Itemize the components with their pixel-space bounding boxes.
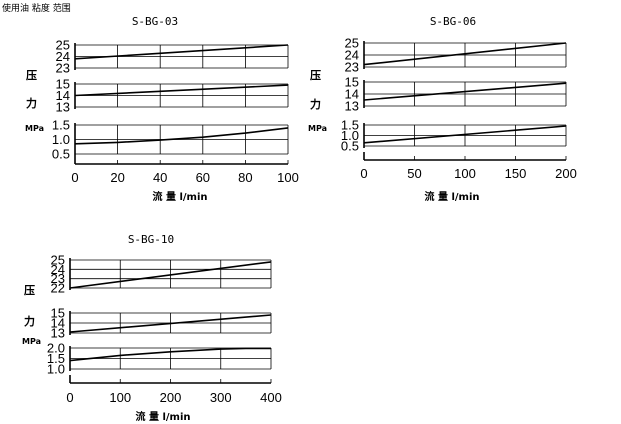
- x-axis: 0 50 100 150 200: [360, 152, 577, 181]
- y-tick-label: 14: [345, 87, 359, 102]
- y-axis-label-char: 压: [310, 68, 321, 82]
- y-axis-label-char: 压: [24, 283, 35, 297]
- y-tick-label: 25: [51, 253, 65, 268]
- y-tick-label: 1.0: [52, 132, 70, 147]
- y-tick-label: 23: [51, 271, 65, 286]
- y-tick-label: 23: [345, 60, 359, 75]
- y-tick-label: 25: [345, 36, 359, 51]
- y-axis-unit: MPa: [308, 124, 327, 133]
- y-tick-label: 1.0: [341, 128, 359, 143]
- y-tick-label: 14: [51, 316, 65, 331]
- panel-3: 2.01.51.0: [47, 341, 272, 377]
- series-line: [74, 127, 289, 145]
- series-line: [363, 42, 567, 66]
- x-tick-label: 200: [160, 390, 182, 405]
- y-axis-label-char: 力: [26, 96, 37, 110]
- x-tick-label: 60: [196, 170, 210, 185]
- y-tick-label: 1.5: [341, 118, 359, 133]
- x-tick-label: 20: [110, 170, 124, 185]
- chart-title: S-BG-03: [132, 15, 178, 28]
- y-tick-label: 13: [51, 326, 65, 341]
- y-axis-label-char: 力: [310, 97, 321, 111]
- y-tick-label: 15: [56, 77, 70, 92]
- x-tick-label: 150: [505, 166, 527, 181]
- page-header-text: 使用油 粘度 范围: [2, 2, 71, 14]
- y-tick-label: 25: [56, 38, 70, 53]
- y-tick-label: 1.5: [47, 351, 65, 366]
- y-tick-label: 23: [56, 61, 70, 76]
- y-tick-label: 15: [345, 75, 359, 90]
- y-tick-label: 1.5: [52, 118, 70, 133]
- chart-title: S-BG-10: [128, 233, 174, 246]
- x-tick-label: 80: [238, 170, 252, 185]
- x-tick-label: 200: [555, 166, 577, 181]
- series-line: [69, 261, 272, 289]
- x-axis-label: 流 量 l/min: [135, 410, 190, 423]
- y-tick-label: 24: [51, 262, 65, 277]
- panel-3: 1.51.00.5: [52, 118, 289, 162]
- x-tick-label: 0: [66, 390, 73, 405]
- y-tick-label: 1.0: [47, 362, 65, 377]
- y-tick-label: 0.5: [341, 139, 359, 154]
- x-tick-label: 400: [260, 390, 282, 405]
- x-axis-label: 流 量 l/min: [152, 190, 207, 203]
- series-line: [363, 125, 567, 144]
- x-tick-label: 100: [277, 170, 299, 185]
- y-tick-label: 24: [345, 48, 359, 63]
- y-tick-label: 14: [56, 88, 70, 103]
- panel-3: 1.51.00.5: [341, 118, 567, 154]
- series-line: [74, 84, 289, 97]
- x-tick-label: 100: [454, 166, 476, 181]
- y-tick-label: 13: [56, 100, 70, 115]
- y-tick-label: 2.0: [47, 341, 65, 356]
- y-axis-label-char: 压: [26, 68, 37, 82]
- x-tick-label: 100: [109, 390, 131, 405]
- series-line: [69, 347, 271, 362]
- y-tick-label: 0.5: [52, 147, 70, 162]
- x-tick-label: 0: [71, 170, 78, 185]
- y-tick-label: 13: [345, 99, 359, 114]
- x-axis: 0 100 200 300 400: [66, 375, 282, 405]
- y-tick-label: 24: [56, 49, 70, 64]
- series-line: [363, 82, 567, 101]
- chart-title: S-BG-06: [430, 15, 476, 28]
- y-axis-unit: MPa: [25, 124, 44, 133]
- y-tick-label: 22: [51, 281, 65, 296]
- series-line: [74, 44, 289, 60]
- y-axis-unit: MPa: [22, 337, 41, 346]
- x-tick-label: 0: [360, 166, 367, 181]
- series-line: [69, 314, 272, 333]
- x-axis: 0 20 40 60 80 100: [71, 156, 299, 185]
- y-axis-label-char: 力: [24, 314, 35, 328]
- x-tick-label: 50: [407, 166, 421, 181]
- x-axis-label: 流 量 l/min: [424, 190, 479, 203]
- y-tick-label: 15: [51, 306, 65, 321]
- x-tick-label: 40: [153, 170, 167, 185]
- x-tick-label: 300: [210, 390, 232, 405]
